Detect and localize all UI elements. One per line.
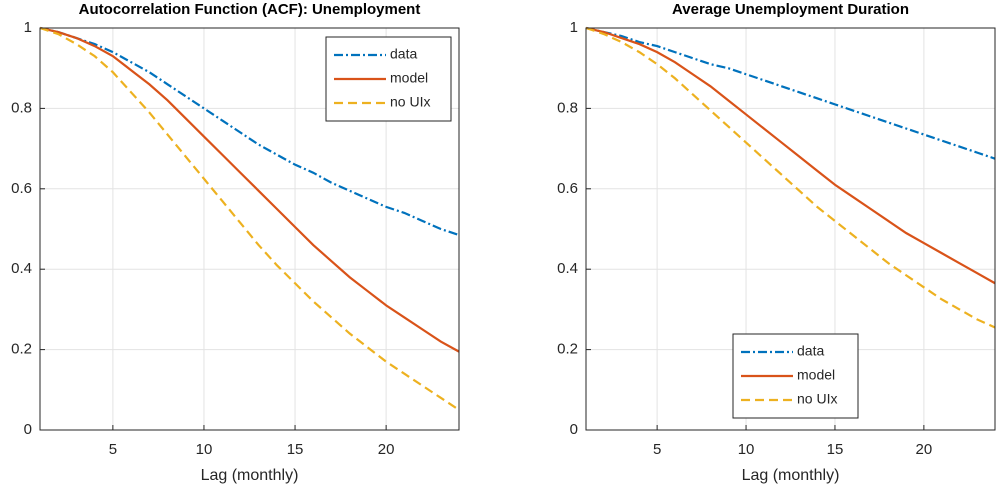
x-tick-label: 20	[378, 441, 395, 458]
y-tick-label: 0.8	[557, 99, 578, 116]
series-line	[39, 26, 460, 353]
series-line	[39, 26, 460, 411]
legend-label: data	[797, 343, 824, 359]
x-tick-label: 15	[827, 441, 844, 458]
chart-title: Autocorrelation Function (ACF): Unemploy…	[79, 1, 421, 18]
y-tick-label: 0	[570, 421, 578, 438]
legend-label: model	[797, 367, 835, 383]
legend-label: model	[390, 70, 428, 86]
axes-box	[585, 27, 996, 431]
x-tick-label: 20	[916, 441, 933, 458]
y-tick-label: 0.6	[11, 180, 32, 197]
x-tick-label: 10	[738, 441, 755, 458]
x-tick-label: 10	[196, 441, 213, 458]
series-line	[585, 26, 996, 160]
y-tick-label: 0.6	[557, 180, 578, 197]
y-tick-label: 0.4	[557, 260, 578, 277]
y-tick-label: 0.2	[11, 341, 32, 358]
x-axis-label: Lag (monthly)	[742, 467, 840, 484]
x-tick-label: 5	[653, 441, 661, 458]
series-line	[585, 26, 996, 285]
y-tick-label: 1	[570, 19, 578, 36]
y-tick-label: 0	[24, 421, 32, 438]
x-axis-label: Lag (monthly)	[201, 467, 299, 484]
chart-title: Average Unemployment Duration	[672, 1, 909, 18]
y-tick-label: 0.2	[557, 341, 578, 358]
x-tick-label: 5	[109, 441, 117, 458]
y-tick-label: 1	[24, 19, 32, 36]
series-line	[39, 26, 460, 237]
legend-label: no UIx	[390, 94, 430, 110]
y-tick-label: 0.8	[11, 99, 32, 116]
legend-label: data	[390, 46, 417, 62]
legend-label: no UIx	[797, 391, 837, 407]
x-tick-label: 15	[287, 441, 304, 458]
axes-box	[39, 27, 460, 431]
series-line	[585, 26, 996, 329]
y-tick-label: 0.4	[11, 260, 32, 277]
